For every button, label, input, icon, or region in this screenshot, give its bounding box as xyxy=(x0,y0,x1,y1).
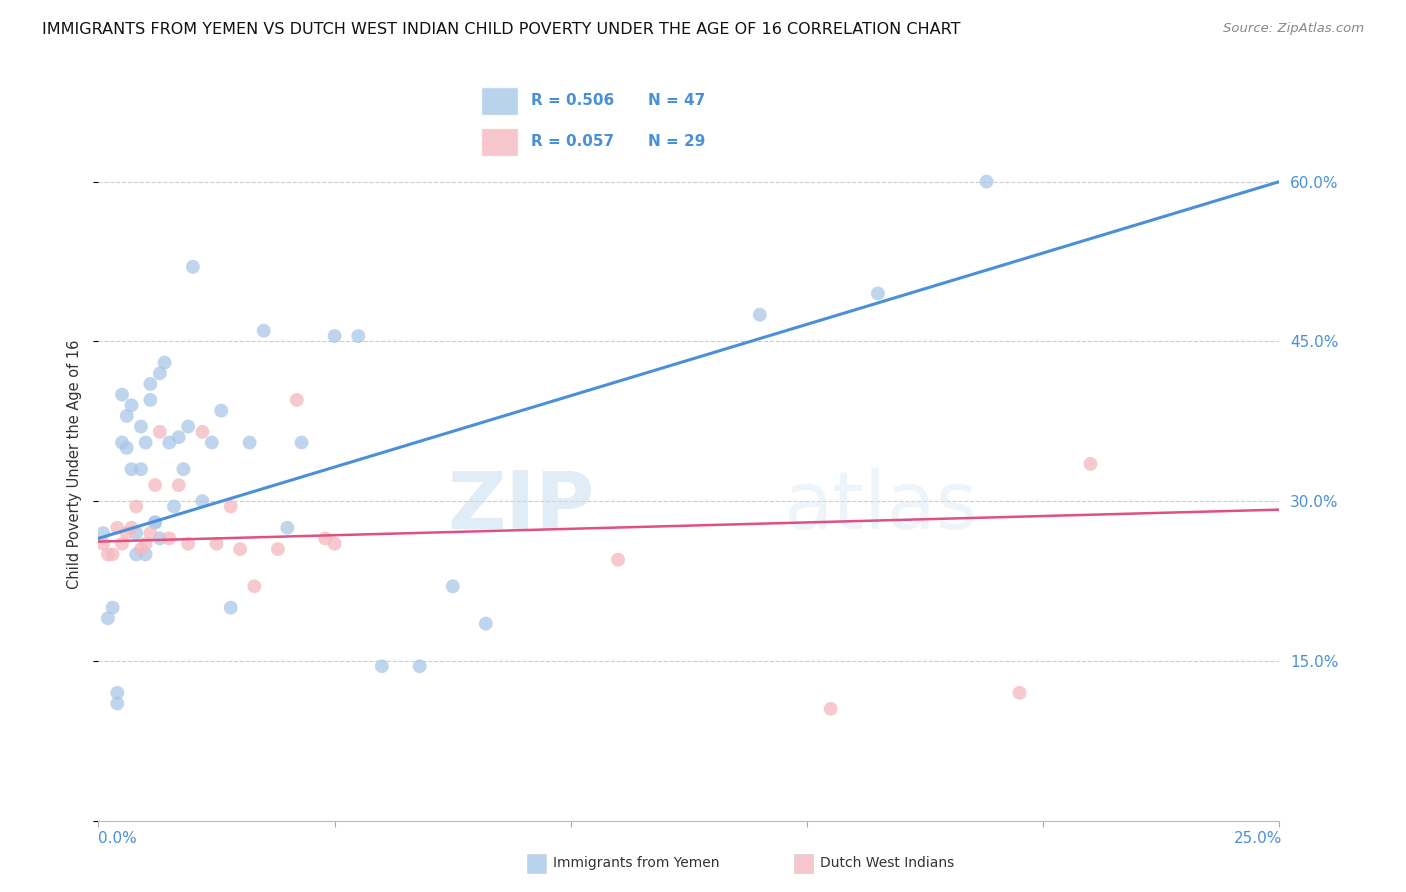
Point xyxy=(347,329,370,343)
Point xyxy=(748,308,770,322)
Point xyxy=(253,324,276,338)
Point xyxy=(163,500,186,514)
Text: IMMIGRANTS FROM YEMEN VS DUTCH WEST INDIAN CHILD POVERTY UNDER THE AGE OF 16 COR: IMMIGRANTS FROM YEMEN VS DUTCH WEST INDI… xyxy=(42,22,960,37)
Point xyxy=(314,532,336,546)
Point xyxy=(97,547,120,561)
Text: Immigrants from Yemen: Immigrants from Yemen xyxy=(553,856,718,871)
Point xyxy=(97,611,120,625)
Text: atlas: atlas xyxy=(783,467,977,546)
Point xyxy=(276,521,298,535)
Point xyxy=(285,392,308,407)
Point xyxy=(139,376,162,391)
Point xyxy=(866,286,889,301)
Point xyxy=(125,547,148,561)
Point xyxy=(91,537,114,551)
Point xyxy=(157,532,180,546)
Point xyxy=(105,521,128,535)
Text: 25.0%: 25.0% xyxy=(1234,831,1282,846)
Text: Source: ZipAtlas.com: Source: ZipAtlas.com xyxy=(1223,22,1364,36)
Point xyxy=(177,537,200,551)
Point xyxy=(267,542,290,557)
Point xyxy=(121,462,143,476)
Point xyxy=(191,494,214,508)
Point xyxy=(229,542,252,557)
Point xyxy=(290,435,312,450)
Point xyxy=(441,579,464,593)
Point xyxy=(820,702,842,716)
Point xyxy=(209,403,232,417)
Text: N = 47: N = 47 xyxy=(648,94,706,108)
Point xyxy=(201,435,224,450)
Point xyxy=(111,435,134,450)
Point xyxy=(408,659,430,673)
Point xyxy=(139,526,162,541)
Point xyxy=(976,175,998,189)
Point xyxy=(1008,686,1031,700)
Text: Dutch West Indians: Dutch West Indians xyxy=(820,856,953,871)
Point xyxy=(371,659,394,673)
Point xyxy=(125,500,148,514)
Point xyxy=(239,435,262,450)
Point xyxy=(101,600,124,615)
Point xyxy=(129,462,152,476)
Text: R = 0.057: R = 0.057 xyxy=(531,135,614,149)
Y-axis label: Child Poverty Under the Age of 16: Child Poverty Under the Age of 16 xyxy=(67,339,83,589)
Point xyxy=(149,532,172,546)
Point xyxy=(177,419,200,434)
Point xyxy=(139,392,162,407)
Point xyxy=(153,356,176,370)
Point xyxy=(105,697,128,711)
Point xyxy=(149,367,172,381)
Point xyxy=(115,441,138,455)
Point xyxy=(143,516,166,530)
Text: N = 29: N = 29 xyxy=(648,135,706,149)
Point xyxy=(323,329,346,343)
Point xyxy=(101,547,124,561)
Point xyxy=(121,521,143,535)
Point xyxy=(105,686,128,700)
Text: R = 0.506: R = 0.506 xyxy=(531,94,614,108)
Point xyxy=(135,537,157,551)
Point xyxy=(149,425,172,439)
Text: 0.0%: 0.0% xyxy=(98,831,138,846)
Text: ZIP: ZIP xyxy=(447,467,595,546)
Point xyxy=(323,537,346,551)
Point xyxy=(91,526,114,541)
Point xyxy=(129,419,152,434)
Point xyxy=(135,435,157,450)
Point xyxy=(129,542,152,557)
Point xyxy=(219,600,242,615)
FancyBboxPatch shape xyxy=(481,128,517,156)
Point xyxy=(475,616,498,631)
Point xyxy=(167,430,190,444)
Point xyxy=(143,516,166,530)
Point xyxy=(191,425,214,439)
Point xyxy=(115,409,138,423)
Point xyxy=(125,526,148,541)
Point xyxy=(205,537,228,551)
Point xyxy=(135,547,157,561)
Point xyxy=(115,526,138,541)
Point xyxy=(181,260,204,274)
Point xyxy=(219,500,242,514)
Point xyxy=(111,537,134,551)
Point xyxy=(167,478,190,492)
Point xyxy=(172,462,194,476)
Point xyxy=(143,478,166,492)
Point xyxy=(1080,457,1102,471)
Point xyxy=(243,579,266,593)
Point xyxy=(121,398,143,412)
Point xyxy=(111,387,134,401)
FancyBboxPatch shape xyxy=(481,87,517,115)
Point xyxy=(607,552,630,566)
Point xyxy=(157,435,180,450)
